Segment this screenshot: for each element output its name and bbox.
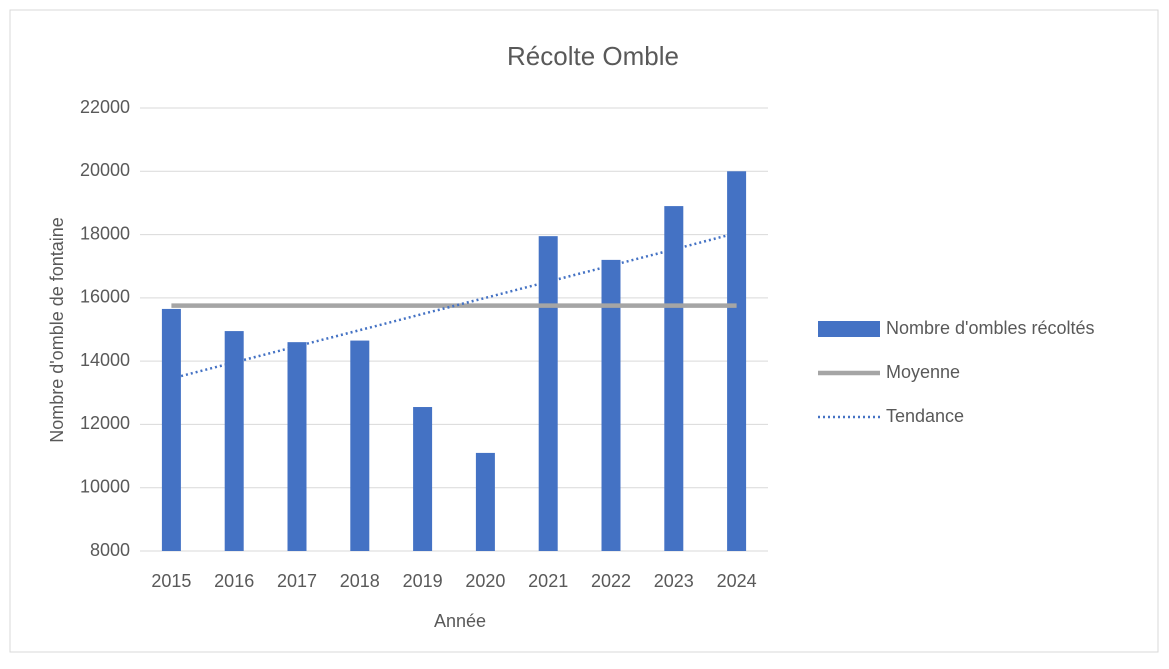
bar xyxy=(538,236,558,551)
x-tick-label: 2017 xyxy=(277,571,317,591)
x-tick-label: 2021 xyxy=(528,571,568,591)
x-tick-label: 2018 xyxy=(340,571,380,591)
bar xyxy=(727,171,747,552)
y-axis-label: Nombre d'omble de fontaine xyxy=(47,217,67,443)
y-tick-label: 22000 xyxy=(80,97,130,117)
y-tick-label: 10000 xyxy=(80,476,130,496)
y-tick-label: 12000 xyxy=(80,413,130,433)
bar xyxy=(350,340,370,551)
bar xyxy=(475,452,495,551)
legend-label: Tendance xyxy=(886,406,964,426)
bar xyxy=(664,206,684,552)
legend-label: Nombre d'ombles récoltés xyxy=(886,318,1095,338)
x-tick-label: 2015 xyxy=(151,571,191,591)
bar xyxy=(601,259,621,551)
legend-swatch xyxy=(818,321,880,337)
trend-line xyxy=(171,231,737,380)
chart-border xyxy=(9,9,1159,653)
x-tick-label: 2016 xyxy=(214,571,254,591)
x-tick-label: 2019 xyxy=(403,571,443,591)
y-tick-label: 14000 xyxy=(80,350,130,370)
x-axis-label: Année xyxy=(434,611,486,631)
bar xyxy=(224,331,244,551)
bar xyxy=(161,308,181,551)
x-tick-label: 2023 xyxy=(654,571,694,591)
x-tick-label: 2022 xyxy=(591,571,631,591)
legend-label: Moyenne xyxy=(886,362,960,382)
y-tick-label: 16000 xyxy=(80,287,130,307)
x-tick-label: 2024 xyxy=(717,571,757,591)
bar xyxy=(413,407,433,551)
y-tick-label: 20000 xyxy=(80,160,130,180)
y-tick-label: 8000 xyxy=(90,540,130,560)
y-tick-label: 18000 xyxy=(80,223,130,243)
chart-title: Récolte Omble xyxy=(507,41,679,71)
bar xyxy=(287,342,307,551)
x-tick-label: 2020 xyxy=(465,571,505,591)
